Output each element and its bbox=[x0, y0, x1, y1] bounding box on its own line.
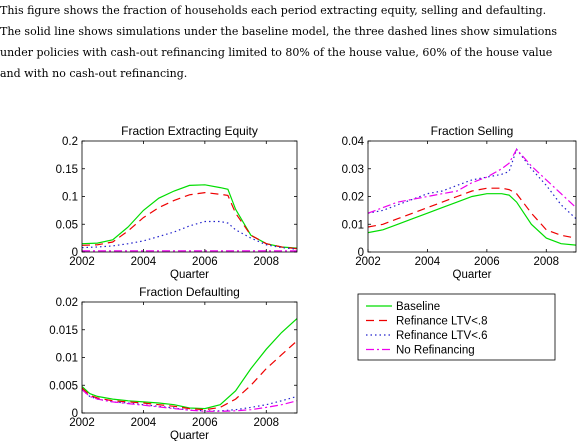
y-tick-label: 0.1 bbox=[62, 192, 78, 204]
series-line-2 bbox=[368, 187, 576, 239]
y-tick-label: 0.01 bbox=[56, 353, 78, 365]
x-tick-label: 2002 bbox=[69, 256, 95, 268]
series-line-4 bbox=[368, 148, 576, 214]
plot-frame bbox=[81, 140, 298, 253]
y-tick-label: 0 bbox=[358, 247, 364, 259]
y-tick-label: 0.015 bbox=[49, 325, 78, 337]
y-tick-label: 0.15 bbox=[56, 164, 78, 176]
x-tick-label: 2006 bbox=[192, 417, 218, 429]
x-tick-label: 2006 bbox=[474, 256, 500, 268]
x-axis-label: Quarter bbox=[453, 269, 492, 281]
x-tick-label: 2004 bbox=[415, 256, 441, 268]
y-tick-label: 0.04 bbox=[342, 136, 365, 148]
y-tick-label: 0.005 bbox=[49, 380, 78, 392]
plot-frame bbox=[81, 301, 298, 414]
figure-caption: This figure shows the fraction of househ… bbox=[0, 0, 578, 84]
y-tick-label: 0.05 bbox=[56, 219, 78, 231]
chart-panel-2: 2002 2004 2006 2008 0 0.01 0.02 0.03 0.04 Fractio… bbox=[342, 124, 577, 281]
y-tick-label: 0.02 bbox=[342, 192, 364, 204]
series-line-3 bbox=[368, 148, 576, 220]
series-line-2 bbox=[82, 191, 297, 250]
series-line-4 bbox=[82, 389, 297, 412]
chart-title: Fraction Selling bbox=[431, 124, 514, 138]
y-tick-label: 0.01 bbox=[342, 219, 364, 231]
x-tick-label: 2002 bbox=[355, 256, 381, 268]
chart-title: Fraction Extracting Equity bbox=[121, 124, 258, 138]
y-tick-label: 0.02 bbox=[56, 297, 78, 309]
legend-entry: Refinance LTV<.8 bbox=[396, 316, 488, 328]
series-line-3 bbox=[82, 220, 297, 250]
y-tick-label: 0.03 bbox=[342, 164, 364, 176]
y-tick-label: 0 bbox=[72, 247, 78, 259]
x-tick-label: 2008 bbox=[533, 256, 559, 268]
legend-entry: No Refinancing bbox=[396, 345, 475, 357]
chart-title: Fraction Defaulting bbox=[139, 285, 240, 299]
x-tick-label: 2004 bbox=[131, 417, 157, 429]
x-axis-label: Quarter bbox=[170, 269, 209, 281]
legend: Baseline Refinance LTV<.8 Refinance LTV<.6… bbox=[357, 293, 556, 361]
x-tick-label: 2008 bbox=[253, 256, 279, 268]
caption-line-3: under policies with cash-out refinancing… bbox=[0, 46, 553, 59]
chart-panel-1: 2002 2004 2006 2008 0 0.05 0.1 0.15 0.2 Fraction … bbox=[56, 124, 298, 281]
x-tick-label: 2004 bbox=[131, 256, 157, 268]
legend-entry: Baseline bbox=[396, 301, 440, 313]
caption-line-4: and with no cash-out refinancing. bbox=[0, 67, 188, 80]
y-tick-label: 0.2 bbox=[62, 136, 78, 148]
series-line-2 bbox=[82, 340, 297, 411]
chart-panel-3: 2002 2004 2006 2008 0 0.005 0.01 0.015 0.02 Fract… bbox=[49, 285, 298, 441]
legend-entry: Refinance LTV<.6 bbox=[396, 330, 488, 342]
caption-line-1: This figure shows the fraction of househ… bbox=[0, 4, 547, 17]
caption-line-2: The solid line shows simulations under t… bbox=[0, 25, 558, 38]
series-line-1 bbox=[82, 318, 297, 410]
x-tick-label: 2006 bbox=[192, 256, 218, 268]
x-tick-label: 2002 bbox=[69, 417, 95, 429]
series-line-3 bbox=[82, 389, 297, 412]
x-axis-label: Quarter bbox=[170, 430, 209, 441]
y-tick-label: 0 bbox=[72, 408, 78, 420]
series-line-1 bbox=[368, 193, 576, 246]
legend-box bbox=[357, 293, 556, 361]
x-tick-label: 2008 bbox=[253, 417, 279, 429]
